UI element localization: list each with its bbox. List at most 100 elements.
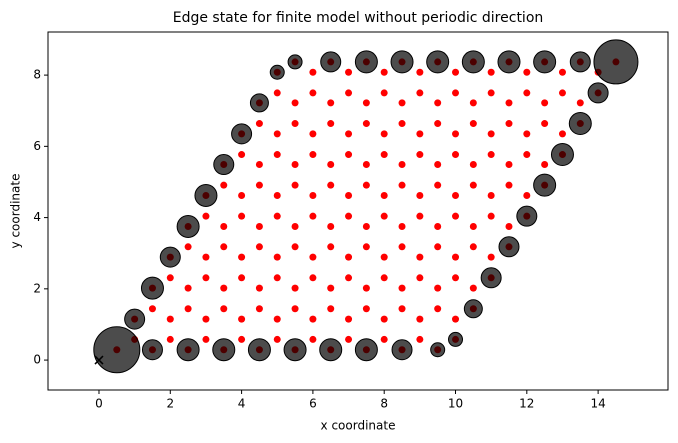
edge-marker [461, 50, 485, 74]
site-marker [345, 315, 353, 323]
y-axis-label: y coordinate [9, 174, 23, 249]
site-marker [309, 192, 317, 200]
edge-marker [247, 338, 271, 362]
edge-marker [593, 39, 639, 85]
edge-marker [533, 173, 557, 197]
site-marker [345, 192, 353, 200]
site-marker [416, 335, 424, 343]
x-tick-label: 8 [380, 397, 388, 411]
site-marker [523, 89, 531, 97]
site-marker [238, 192, 246, 200]
site-marker [309, 212, 317, 220]
site-marker [434, 99, 442, 107]
site-marker [273, 315, 281, 323]
edge-marker [533, 50, 557, 74]
x-tick-label: 10 [448, 397, 463, 411]
site-marker [362, 222, 370, 230]
site-marker [309, 89, 317, 97]
site-marker [487, 68, 495, 76]
site-marker [273, 192, 281, 200]
site-marker [434, 161, 442, 169]
edge-marker [213, 154, 235, 176]
edge-marker [249, 93, 269, 113]
site-marker [380, 212, 388, 220]
edge-marker [124, 308, 146, 330]
site-marker [452, 315, 460, 323]
site-marker [434, 305, 442, 313]
site-marker [238, 212, 246, 220]
site-marker [452, 274, 460, 282]
site-marker [434, 181, 442, 189]
site-marker [291, 243, 299, 251]
site-marker [398, 305, 406, 313]
edge-marker [448, 331, 464, 347]
site-marker [327, 222, 335, 230]
site-marker [434, 284, 442, 292]
site-marker [469, 181, 477, 189]
site-marker [362, 120, 370, 128]
site-marker [416, 68, 424, 76]
axes-frame [47, 31, 669, 391]
site-marker [505, 181, 513, 189]
edge-marker [391, 339, 413, 361]
site-marker [202, 274, 210, 282]
site-marker [291, 99, 299, 107]
edge-marker [354, 50, 378, 74]
edge-marker [550, 143, 574, 167]
site-marker [220, 181, 228, 189]
y-tick-label: 4 [33, 210, 41, 224]
site-marker [558, 130, 566, 138]
site-marker [327, 181, 335, 189]
site-marker [238, 253, 246, 261]
x-tick-label: 4 [238, 397, 246, 411]
site-marker [220, 222, 228, 230]
site-marker [291, 120, 299, 128]
site-marker [327, 284, 335, 292]
site-marker [452, 130, 460, 138]
site-marker [220, 243, 228, 251]
site-marker [380, 151, 388, 159]
site-marker [416, 89, 424, 97]
edge-marker [569, 51, 591, 73]
site-marker [345, 212, 353, 220]
site-marker [380, 192, 388, 200]
site-marker [291, 284, 299, 292]
site-marker [345, 151, 353, 159]
edge-marker [176, 338, 200, 362]
site-marker [291, 181, 299, 189]
site-marker [398, 161, 406, 169]
site-marker [184, 305, 192, 313]
edge-marker [140, 276, 164, 300]
site-marker [309, 315, 317, 323]
site-marker [398, 120, 406, 128]
edge-marker [269, 64, 285, 80]
site-marker [398, 222, 406, 230]
site-marker [380, 253, 388, 261]
site-marker [434, 222, 442, 230]
edge-marker [498, 236, 520, 258]
edge-marker [430, 342, 446, 358]
site-marker [380, 315, 388, 323]
site-marker [380, 130, 388, 138]
site-marker [202, 212, 210, 220]
site-marker [523, 68, 531, 76]
edge-marker [390, 50, 414, 74]
site-marker [184, 243, 192, 251]
site-marker [327, 243, 335, 251]
site-marker [291, 305, 299, 313]
site-marker [238, 315, 246, 323]
site-marker [327, 305, 335, 313]
site-marker [398, 284, 406, 292]
x-tick-label: 14 [590, 397, 605, 411]
site-marker [505, 161, 513, 169]
site-marker [452, 212, 460, 220]
site-marker [416, 212, 424, 220]
site-marker [416, 192, 424, 200]
site-marker [184, 284, 192, 292]
site-marker [576, 99, 584, 107]
site-marker [238, 274, 246, 282]
edge-marker [141, 339, 163, 361]
site-marker [327, 161, 335, 169]
site-marker [362, 305, 370, 313]
site-marker [505, 120, 513, 128]
